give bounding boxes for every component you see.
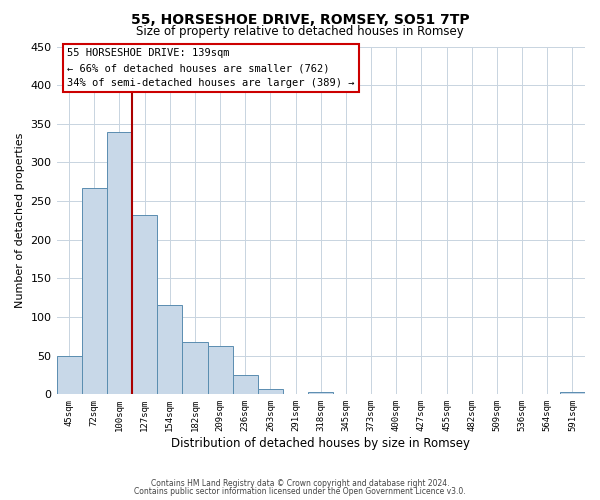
Text: Size of property relative to detached houses in Romsey: Size of property relative to detached ho…: [136, 25, 464, 38]
Bar: [132, 215, 157, 394]
Bar: [157, 306, 182, 394]
Bar: [233, 375, 258, 394]
Text: Contains public sector information licensed under the Open Government Licence v3: Contains public sector information licen…: [134, 487, 466, 496]
Bar: [107, 132, 132, 394]
Bar: [82, 188, 107, 394]
Bar: [258, 389, 283, 394]
X-axis label: Distribution of detached houses by size in Romsey: Distribution of detached houses by size …: [171, 437, 470, 450]
Bar: [208, 346, 233, 395]
Text: Contains HM Land Registry data © Crown copyright and database right 2024.: Contains HM Land Registry data © Crown c…: [151, 478, 449, 488]
Text: 55, HORSESHOE DRIVE, ROMSEY, SO51 7TP: 55, HORSESHOE DRIVE, ROMSEY, SO51 7TP: [131, 12, 469, 26]
Bar: [308, 392, 334, 394]
Y-axis label: Number of detached properties: Number of detached properties: [15, 132, 25, 308]
Bar: [182, 342, 208, 394]
Text: 55 HORSESHOE DRIVE: 139sqm
← 66% of detached houses are smaller (762)
34% of sem: 55 HORSESHOE DRIVE: 139sqm ← 66% of deta…: [67, 48, 355, 88]
Bar: [56, 356, 82, 395]
Bar: [560, 392, 585, 394]
